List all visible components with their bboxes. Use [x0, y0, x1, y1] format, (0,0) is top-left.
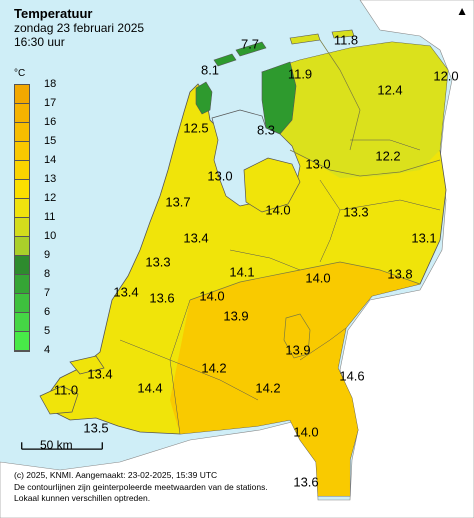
station-value: 13.9	[285, 342, 311, 358]
legend-color-cell	[15, 85, 29, 104]
legend-color-cell	[15, 275, 29, 294]
wadden-island-vlieland	[213, 53, 237, 67]
legend-color-cell	[15, 332, 29, 351]
contour-line	[289, 149, 441, 177]
station-value: 14.2	[201, 360, 227, 376]
station-value: 13.8	[387, 266, 413, 282]
station-value: 13.4	[183, 230, 209, 246]
legend-level-label: 4	[44, 344, 51, 356]
scale-bar	[21, 442, 103, 450]
contour-line	[319, 39, 361, 151]
legend-level-label: 13	[44, 173, 57, 185]
station-value: 11.9	[287, 66, 313, 82]
station-value: 14.0	[305, 270, 331, 286]
map-time: 16:30 uur	[14, 35, 65, 49]
legend-level-label: 7	[44, 287, 51, 299]
station-value: 14.4	[137, 380, 163, 396]
contour-line	[283, 313, 311, 359]
station-value: 14.0	[265, 202, 291, 218]
station-value: 13.3	[343, 204, 369, 220]
station-value: 12.0	[433, 68, 459, 84]
map-date: zondag 23 februari 2025	[14, 21, 145, 35]
station-value: 13.6	[293, 474, 319, 490]
legend-level-label: 9	[44, 249, 51, 261]
station-value: 13.9	[223, 308, 249, 324]
zeeland-schouwen	[69, 355, 105, 375]
footer-line: (c) 2025, KNMI. Aangemaakt: 23-02-2025, …	[14, 470, 218, 480]
legend-color-cell	[15, 123, 29, 142]
legend-level-label: 8	[44, 268, 51, 280]
ijsselmeer-coast-green	[261, 61, 297, 135]
wadden-island-terschelling	[235, 41, 267, 57]
wadden-island-texel	[195, 81, 213, 115]
zeeland-walcheren	[39, 385, 79, 415]
map-title: Temperatuur	[14, 6, 93, 21]
station-value: 12.2	[375, 148, 401, 164]
station-value: 13.5	[83, 420, 109, 436]
legend-color-cell	[15, 256, 29, 275]
station-value: 13.4	[113, 284, 139, 300]
footer: (c) 2025, KNMI. Aangemaakt: 23-02-2025, …	[14, 470, 268, 505]
legend-level-label: 5	[44, 325, 51, 337]
legend-color-cell	[15, 180, 29, 199]
station-value: 14.0	[199, 288, 225, 304]
legend-color-cell	[15, 218, 29, 237]
legend-level-label: 12	[44, 192, 57, 204]
legend-color-cell	[15, 199, 29, 218]
map-title-block: Temperatuur zondag 23 februari 2025 16:3…	[14, 6, 144, 49]
legend-color-cell	[15, 161, 29, 180]
station-value: 14.2	[255, 380, 281, 396]
station-value: 13.7	[165, 194, 191, 210]
legend-color-cell	[15, 294, 29, 313]
station-value: 11.0	[53, 382, 79, 398]
station-value: 14.6	[339, 368, 365, 384]
legend-level-label: 17	[44, 97, 57, 109]
station-value: 13.0	[207, 168, 233, 184]
station-value: 14.1	[229, 264, 255, 280]
station-value: 13.1	[411, 230, 437, 246]
footer-line: De contourlijnen zijn geinterpoleerde me…	[14, 481, 268, 492]
compass-mark: ▲	[456, 4, 468, 18]
contour-line	[189, 261, 421, 301]
legend-color-cell	[15, 104, 29, 123]
legend-level-label: 11	[44, 211, 56, 223]
legend-level-label: 16	[44, 116, 57, 128]
station-value: 13.0	[305, 156, 331, 172]
station-value: 13.6	[149, 290, 175, 306]
station-value: 13.3	[145, 254, 171, 270]
station-value: 8.3	[256, 122, 276, 138]
station-value: 11.8	[333, 32, 359, 48]
station-value: 7.7	[240, 36, 260, 52]
station-value: 14.0	[293, 424, 319, 440]
province-border	[119, 139, 441, 435]
legend-color-cell	[15, 142, 29, 161]
legend-level-label: 10	[44, 230, 57, 242]
legend-color-cell	[15, 313, 29, 332]
station-value: 12.4	[377, 82, 403, 98]
station-value: 12.5	[183, 120, 209, 136]
legend-unit: °C	[14, 68, 26, 79]
south-zone	[170, 262, 420, 496]
flevoland	[243, 157, 301, 213]
scale-label: 50 km	[40, 438, 73, 452]
station-value: 13.4	[87, 366, 113, 382]
legend-color-bar	[14, 84, 30, 352]
legend-level-label: 14	[44, 154, 57, 166]
legend-level-label: 15	[44, 135, 57, 147]
legend-level-label: 18	[44, 78, 57, 90]
footer-line: Lokaal kunnen verschillen optreden.	[14, 493, 151, 503]
legend-color-cell	[15, 237, 29, 256]
wadden-island-schiermonnikoog	[331, 29, 355, 39]
legend-level-label: 6	[44, 306, 51, 318]
station-value: 8.1	[200, 62, 220, 78]
